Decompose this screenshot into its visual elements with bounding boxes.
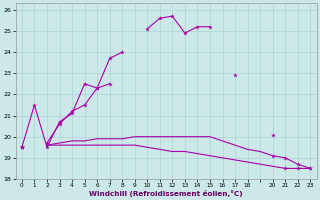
X-axis label: Windchill (Refroidissement éolien,°C): Windchill (Refroidissement éolien,°C) (89, 190, 243, 197)
